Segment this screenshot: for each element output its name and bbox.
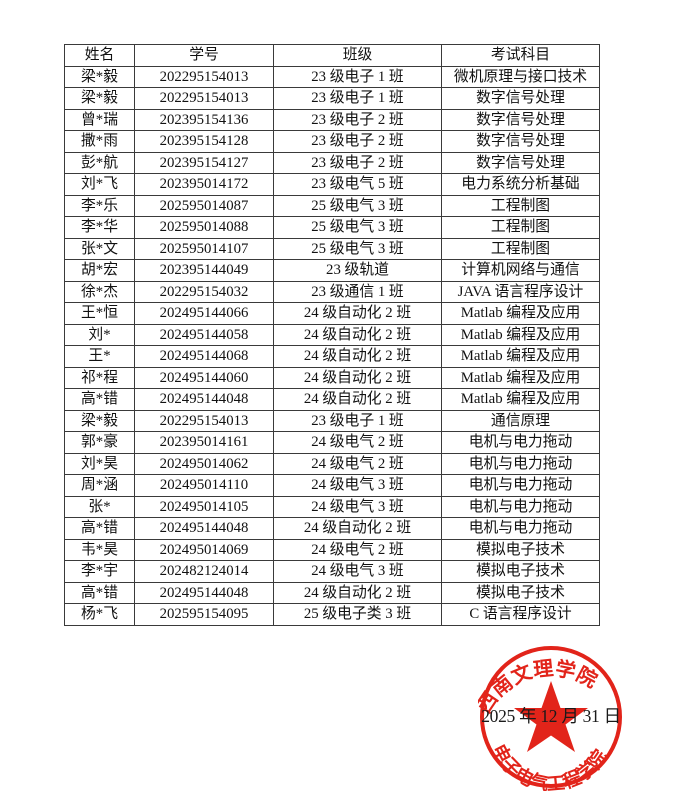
svg-text:电子电气工程学院: 电子电气工程学院 [487, 741, 611, 791]
svg-text:2025 年 12 月 31 日: 2025 年 12 月 31 日 [481, 706, 621, 726]
